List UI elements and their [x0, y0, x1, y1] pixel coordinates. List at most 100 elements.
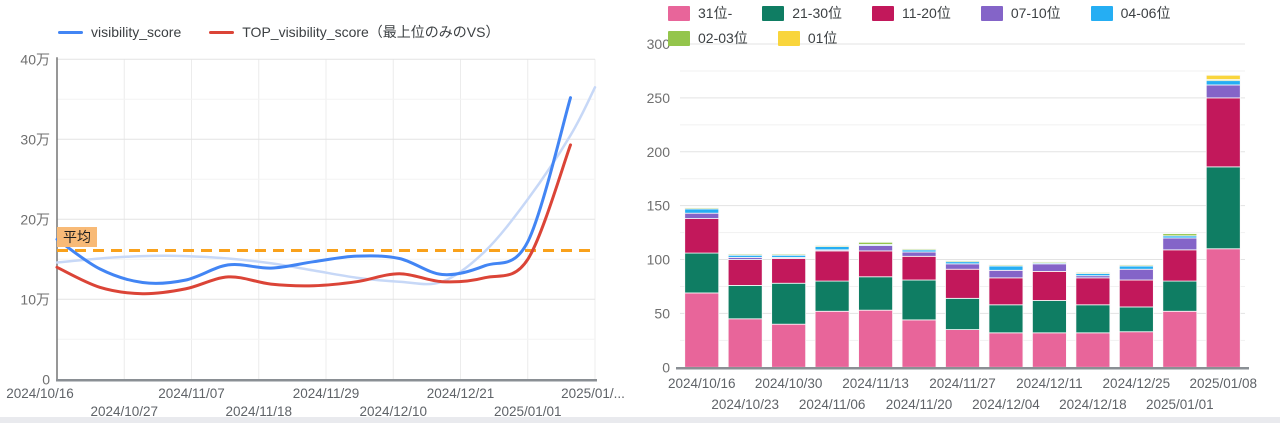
bar-segment-s-11-20[interactable] — [771, 258, 807, 284]
bar-segment-s-31[interactable] — [1162, 310, 1198, 368]
bar-segment-s-07-10[interactable] — [945, 263, 980, 270]
bar-segment-s-07-10[interactable] — [901, 251, 937, 257]
bar-segment-s-07-10[interactable] — [1032, 263, 1067, 272]
bar-segment-s-11-20[interactable] — [684, 218, 720, 254]
bar-segment-s-02-03[interactable] — [945, 260, 980, 263]
bar-segment-s-31[interactable] — [814, 310, 850, 368]
bar-segment-s-07-10[interactable] — [988, 269, 1024, 279]
bar-segment-s-01[interactable] — [1205, 74, 1241, 80]
legend-swatch-2 — [872, 5, 895, 21]
bar-segment-s-11-20[interactable] — [858, 250, 893, 278]
bar-segment-s-02-03[interactable] — [684, 207, 720, 210]
bar-segment-s-07-10[interactable] — [858, 245, 893, 252]
bar-segment-s-02-03[interactable] — [1162, 233, 1198, 237]
bar-segment-s-31[interactable] — [1032, 332, 1067, 368]
bar-segment-s-11-20[interactable] — [1162, 249, 1198, 282]
bar-segment-s-31[interactable] — [727, 318, 763, 368]
bar-segment-s-04-06[interactable] — [684, 208, 720, 214]
bar-segment-s-21-30[interactable] — [1032, 300, 1067, 334]
line-s-visibility-score[interactable] — [55, 96, 572, 285]
bar-segment-s-11-20[interactable] — [901, 255, 937, 281]
bar-segment-s-07-10[interactable] — [684, 212, 720, 219]
bar-segment-s-31[interactable] — [988, 332, 1024, 368]
bar-segment-s-21-30[interactable] — [814, 280, 850, 312]
bar-segment-s-21-30[interactable] — [1205, 166, 1241, 250]
x-axis-tick-label: 2024/10/30 — [755, 376, 823, 391]
bar-segment-s-02-03[interactable] — [1075, 272, 1111, 274]
bar-segment-s-04-06[interactable] — [988, 265, 1024, 271]
bar-segment-s-02-03[interactable] — [727, 253, 763, 256]
line-chart-legend: visibility_score TOP_visibility_score（最上位… — [58, 22, 500, 42]
legend-label: 21-30位 — [792, 5, 843, 21]
legend-swatch-0 — [58, 30, 83, 34]
bar-segment-s-02-03[interactable] — [901, 248, 937, 251]
legend-item-s-01: 01位 — [777, 28, 838, 48]
bar-segment-s-11-20[interactable] — [1032, 270, 1067, 301]
bar-segment-s-02-03[interactable] — [814, 245, 850, 248]
bar-segment-s-31[interactable] — [1205, 248, 1241, 368]
bar-segment-s-04-06[interactable] — [814, 246, 850, 251]
bar-segment-s-31[interactable] — [901, 319, 937, 368]
bar-segment-s-21-30[interactable] — [1162, 280, 1198, 312]
x-axis-tick-label: 2024/12/04 — [972, 397, 1040, 412]
y-axis-tick-label: 300 — [647, 36, 671, 52]
bar-segment-s-07-10[interactable] — [1205, 84, 1241, 99]
bar-segment-s-11-20[interactable] — [727, 259, 763, 286]
bar-segment-s-04-06[interactable] — [1205, 80, 1241, 86]
legend-label: 07-10位 — [1010, 5, 1061, 21]
bar-segment-s-11-20[interactable] — [1075, 277, 1111, 306]
x-axis-tick-label: 2024/10/16 — [668, 376, 736, 391]
bar-chart-canvas[interactable]: 0 50 100 150 200 250 300 2024/10/16 2024/10/23 20… — [640, 0, 1280, 423]
x-axis-tick-label: 2025/01/08 — [1189, 376, 1257, 391]
y-axis-tick-label: 0 — [42, 371, 50, 387]
bar-segment-s-07-10[interactable] — [1118, 268, 1154, 281]
bar-segment-s-02-03[interactable] — [1032, 261, 1067, 264]
bar-segment-s-21-30[interactable] — [945, 297, 980, 330]
bar-segment-s-31[interactable] — [684, 292, 720, 368]
bar-segment-s-21-30[interactable] — [1118, 306, 1154, 333]
bar-segment-s-31[interactable] — [771, 323, 807, 368]
bar-segment-s-04-06[interactable] — [1118, 265, 1154, 270]
bar-segment-s-31[interactable] — [858, 309, 893, 368]
rank-distribution-bar-chart: 31位- 21-30位 11-20位 07-10位 04-06位 02-03位 01位 0 5… — [640, 0, 1280, 423]
legend-label: 31位- — [698, 5, 733, 21]
bar-segment-s-02-03[interactable] — [771, 253, 807, 256]
bar-segment-s-21-30[interactable] — [858, 276, 893, 311]
bar-segment-s-21-30[interactable] — [988, 304, 1024, 334]
y-axis-tick-label: 10万 — [20, 291, 50, 307]
bar-segment-s-21-30[interactable] — [1075, 304, 1111, 334]
bar-segment-s-11-20[interactable] — [1205, 97, 1241, 168]
bar-segment-s-11-20[interactable] — [945, 268, 980, 299]
bar-segment-s-02-03[interactable] — [988, 264, 1024, 267]
line-s-top-visibility-score-vs[interactable] — [55, 143, 572, 296]
bar-segment-s-21-30[interactable] — [771, 282, 807, 325]
bar-segment-s-21-30[interactable] — [684, 252, 720, 294]
line-chart-canvas[interactable]: 010万20万30万40万2024/10/162024/10/272024/11… — [0, 0, 640, 423]
bar-segment-s-31[interactable] — [945, 329, 980, 368]
bar-segment-s-02-03[interactable] — [858, 241, 893, 245]
bar-segment-s-21-30[interactable] — [901, 279, 937, 321]
bar-segment-s-07-10[interactable] — [1162, 237, 1198, 251]
legend-label: 01位 — [807, 30, 838, 46]
average-badge: 平均 — [57, 227, 97, 247]
x-axis-tick-label: 2024/10/27 — [90, 404, 158, 419]
bar-segment-s-11-20[interactable] — [1118, 279, 1154, 308]
y-axis-tick-label: 0 — [662, 359, 670, 375]
y-axis-tick-label: 250 — [647, 90, 671, 106]
x-axis-tick-label: 2024/11/29 — [293, 386, 360, 401]
y-axis-tick-label: 20万 — [20, 211, 50, 227]
legend-swatch-0 — [668, 5, 690, 21]
legend-swatch-1 — [209, 30, 235, 34]
bar-segment-s-11-20[interactable] — [814, 250, 850, 282]
legend-label: 04-06位 — [1120, 5, 1171, 21]
bar-segment-s-02-03[interactable] — [1118, 264, 1154, 267]
y-axis-tick-label: 100 — [647, 252, 671, 268]
legend-label: visibility_score — [91, 24, 182, 40]
legend-item-s-visibility-score: visibility_score — [58, 24, 181, 40]
bar-segment-s-31[interactable] — [1075, 332, 1111, 368]
legend-swatch-4 — [1090, 5, 1113, 21]
bar-segment-s-31[interactable] — [1118, 331, 1154, 368]
bar-segment-s-21-30[interactable] — [727, 284, 763, 320]
bar-segment-s-11-20[interactable] — [988, 277, 1024, 306]
line-s-trend-curve[interactable] — [55, 86, 597, 286]
